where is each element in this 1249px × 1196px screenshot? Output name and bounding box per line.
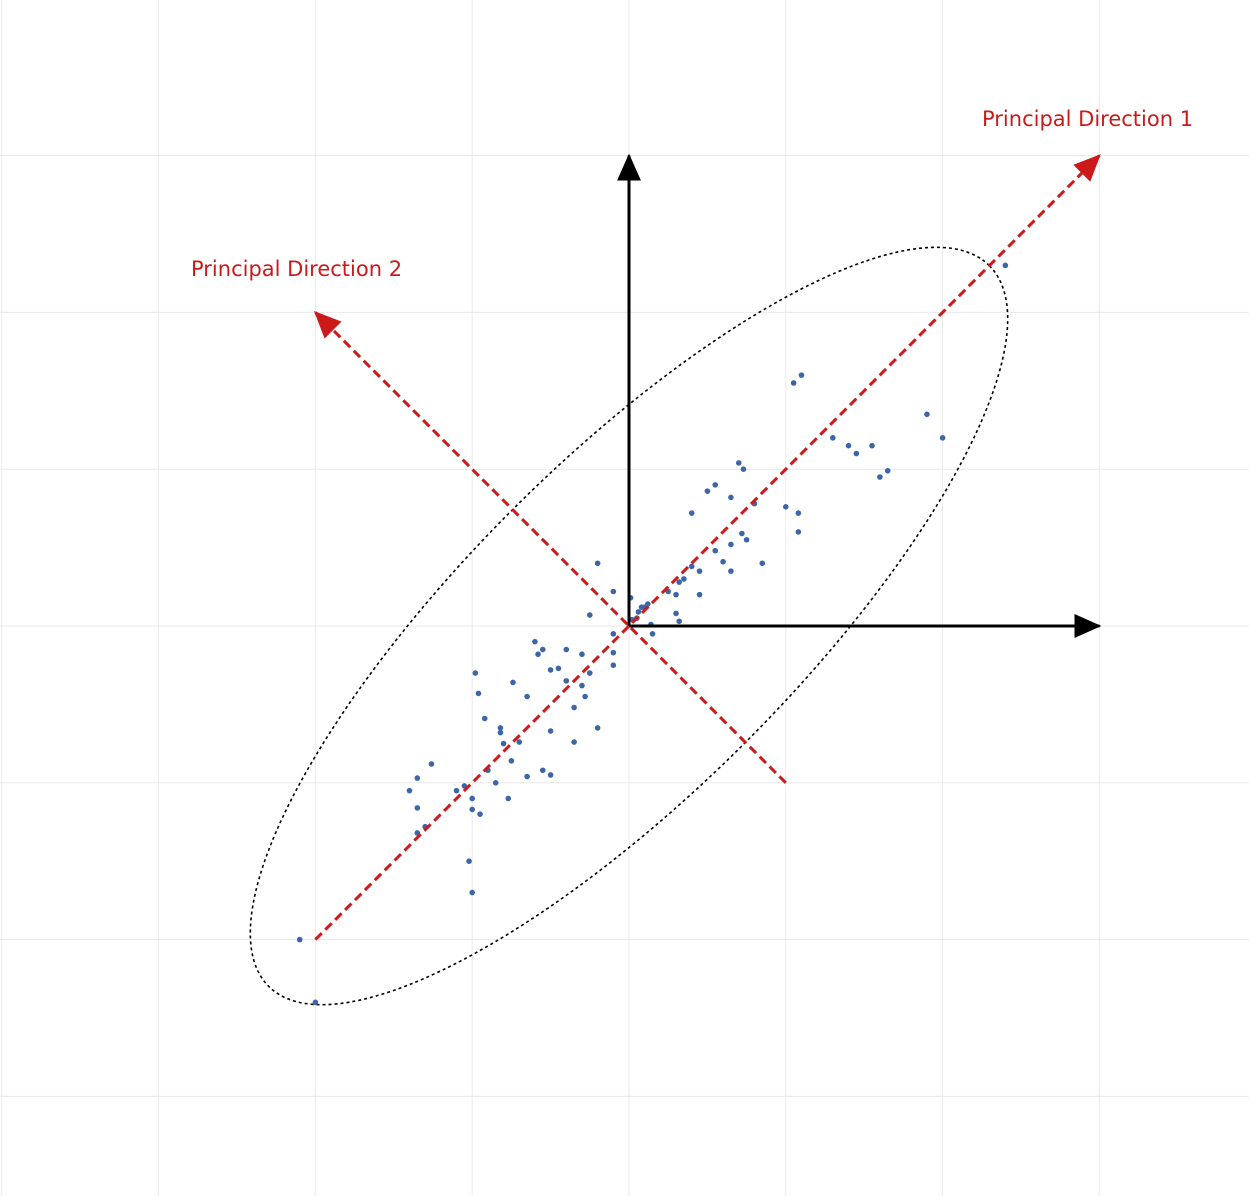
data-point bbox=[510, 679, 516, 686]
data-point bbox=[712, 482, 719, 488]
principal-direction-2-label: Principal Direction 2 bbox=[191, 257, 402, 281]
data-point bbox=[296, 936, 303, 943]
data-point bbox=[508, 758, 515, 764]
data-point bbox=[783, 504, 789, 510]
data-point bbox=[720, 558, 726, 565]
data-point bbox=[547, 728, 554, 734]
data-point bbox=[539, 646, 546, 653]
data-point bbox=[696, 591, 703, 598]
data-point bbox=[563, 646, 570, 653]
data-point bbox=[587, 670, 593, 676]
data-point bbox=[798, 372, 805, 378]
data-point bbox=[524, 773, 530, 780]
data-point bbox=[830, 435, 836, 441]
data-point bbox=[635, 609, 642, 615]
principal-direction-2-arrow bbox=[313, 310, 787, 784]
data-point bbox=[728, 541, 734, 548]
data-point bbox=[466, 858, 472, 864]
data-point bbox=[795, 529, 802, 535]
data-point bbox=[795, 510, 802, 516]
data-point bbox=[681, 576, 687, 582]
data-point bbox=[579, 651, 585, 658]
data-point bbox=[676, 618, 682, 625]
data-point bbox=[414, 805, 421, 811]
data-point bbox=[610, 588, 617, 595]
data-point bbox=[481, 715, 488, 722]
data-point bbox=[472, 670, 479, 676]
data-point bbox=[563, 678, 570, 684]
data-point bbox=[845, 442, 852, 449]
data-point bbox=[712, 547, 719, 554]
principal-direction-1-arrow bbox=[314, 154, 1101, 941]
data-point bbox=[704, 488, 711, 494]
data-point bbox=[571, 704, 577, 711]
data-point bbox=[406, 787, 413, 794]
data-point bbox=[594, 560, 601, 567]
data-point bbox=[547, 667, 554, 673]
data-point bbox=[428, 761, 435, 767]
data-point bbox=[469, 806, 476, 813]
data-point bbox=[688, 563, 695, 570]
data-point bbox=[728, 494, 734, 501]
data-point bbox=[884, 467, 891, 474]
data-point bbox=[688, 510, 695, 516]
data-point bbox=[740, 466, 747, 473]
data-point bbox=[649, 631, 656, 637]
data-point bbox=[673, 591, 679, 598]
data-point bbox=[735, 460, 742, 466]
data-point bbox=[497, 725, 504, 731]
data-point bbox=[673, 610, 679, 617]
data-point bbox=[869, 442, 875, 449]
data-point bbox=[414, 775, 421, 781]
data-point bbox=[532, 638, 538, 645]
data-point bbox=[739, 530, 745, 537]
data-point bbox=[524, 693, 530, 700]
data-point bbox=[469, 795, 476, 802]
data-point bbox=[469, 889, 476, 896]
data-point bbox=[939, 435, 946, 441]
data-points bbox=[296, 262, 1009, 1006]
principal-direction-1-label: Principal Direction 1 bbox=[982, 107, 1193, 131]
data-point bbox=[497, 729, 504, 736]
data-point bbox=[853, 450, 860, 457]
data-point bbox=[790, 380, 797, 386]
data-point bbox=[500, 740, 507, 747]
data-point bbox=[555, 665, 562, 672]
data-point bbox=[924, 411, 930, 418]
data-point bbox=[453, 787, 460, 794]
data-point bbox=[516, 739, 523, 745]
data-point bbox=[535, 651, 541, 658]
data-point bbox=[312, 999, 319, 1006]
data-point bbox=[492, 780, 499, 786]
data-point bbox=[676, 579, 682, 585]
data-point bbox=[547, 772, 554, 778]
data-point bbox=[696, 568, 703, 574]
data-point bbox=[477, 811, 483, 817]
data-point bbox=[505, 795, 512, 802]
data-point bbox=[587, 612, 593, 618]
data-point bbox=[638, 604, 645, 610]
data-point bbox=[728, 568, 734, 574]
data-point bbox=[582, 693, 588, 700]
data-point bbox=[579, 682, 585, 689]
data-point bbox=[594, 725, 601, 731]
data-point bbox=[539, 767, 546, 774]
data-point bbox=[571, 739, 577, 745]
data-point bbox=[759, 560, 766, 567]
data-point bbox=[610, 631, 617, 637]
data-point bbox=[610, 649, 617, 656]
data-point bbox=[743, 536, 750, 543]
data-point bbox=[1002, 262, 1009, 269]
data-point bbox=[877, 474, 883, 480]
data-point bbox=[475, 690, 482, 697]
data-point bbox=[610, 662, 617, 668]
